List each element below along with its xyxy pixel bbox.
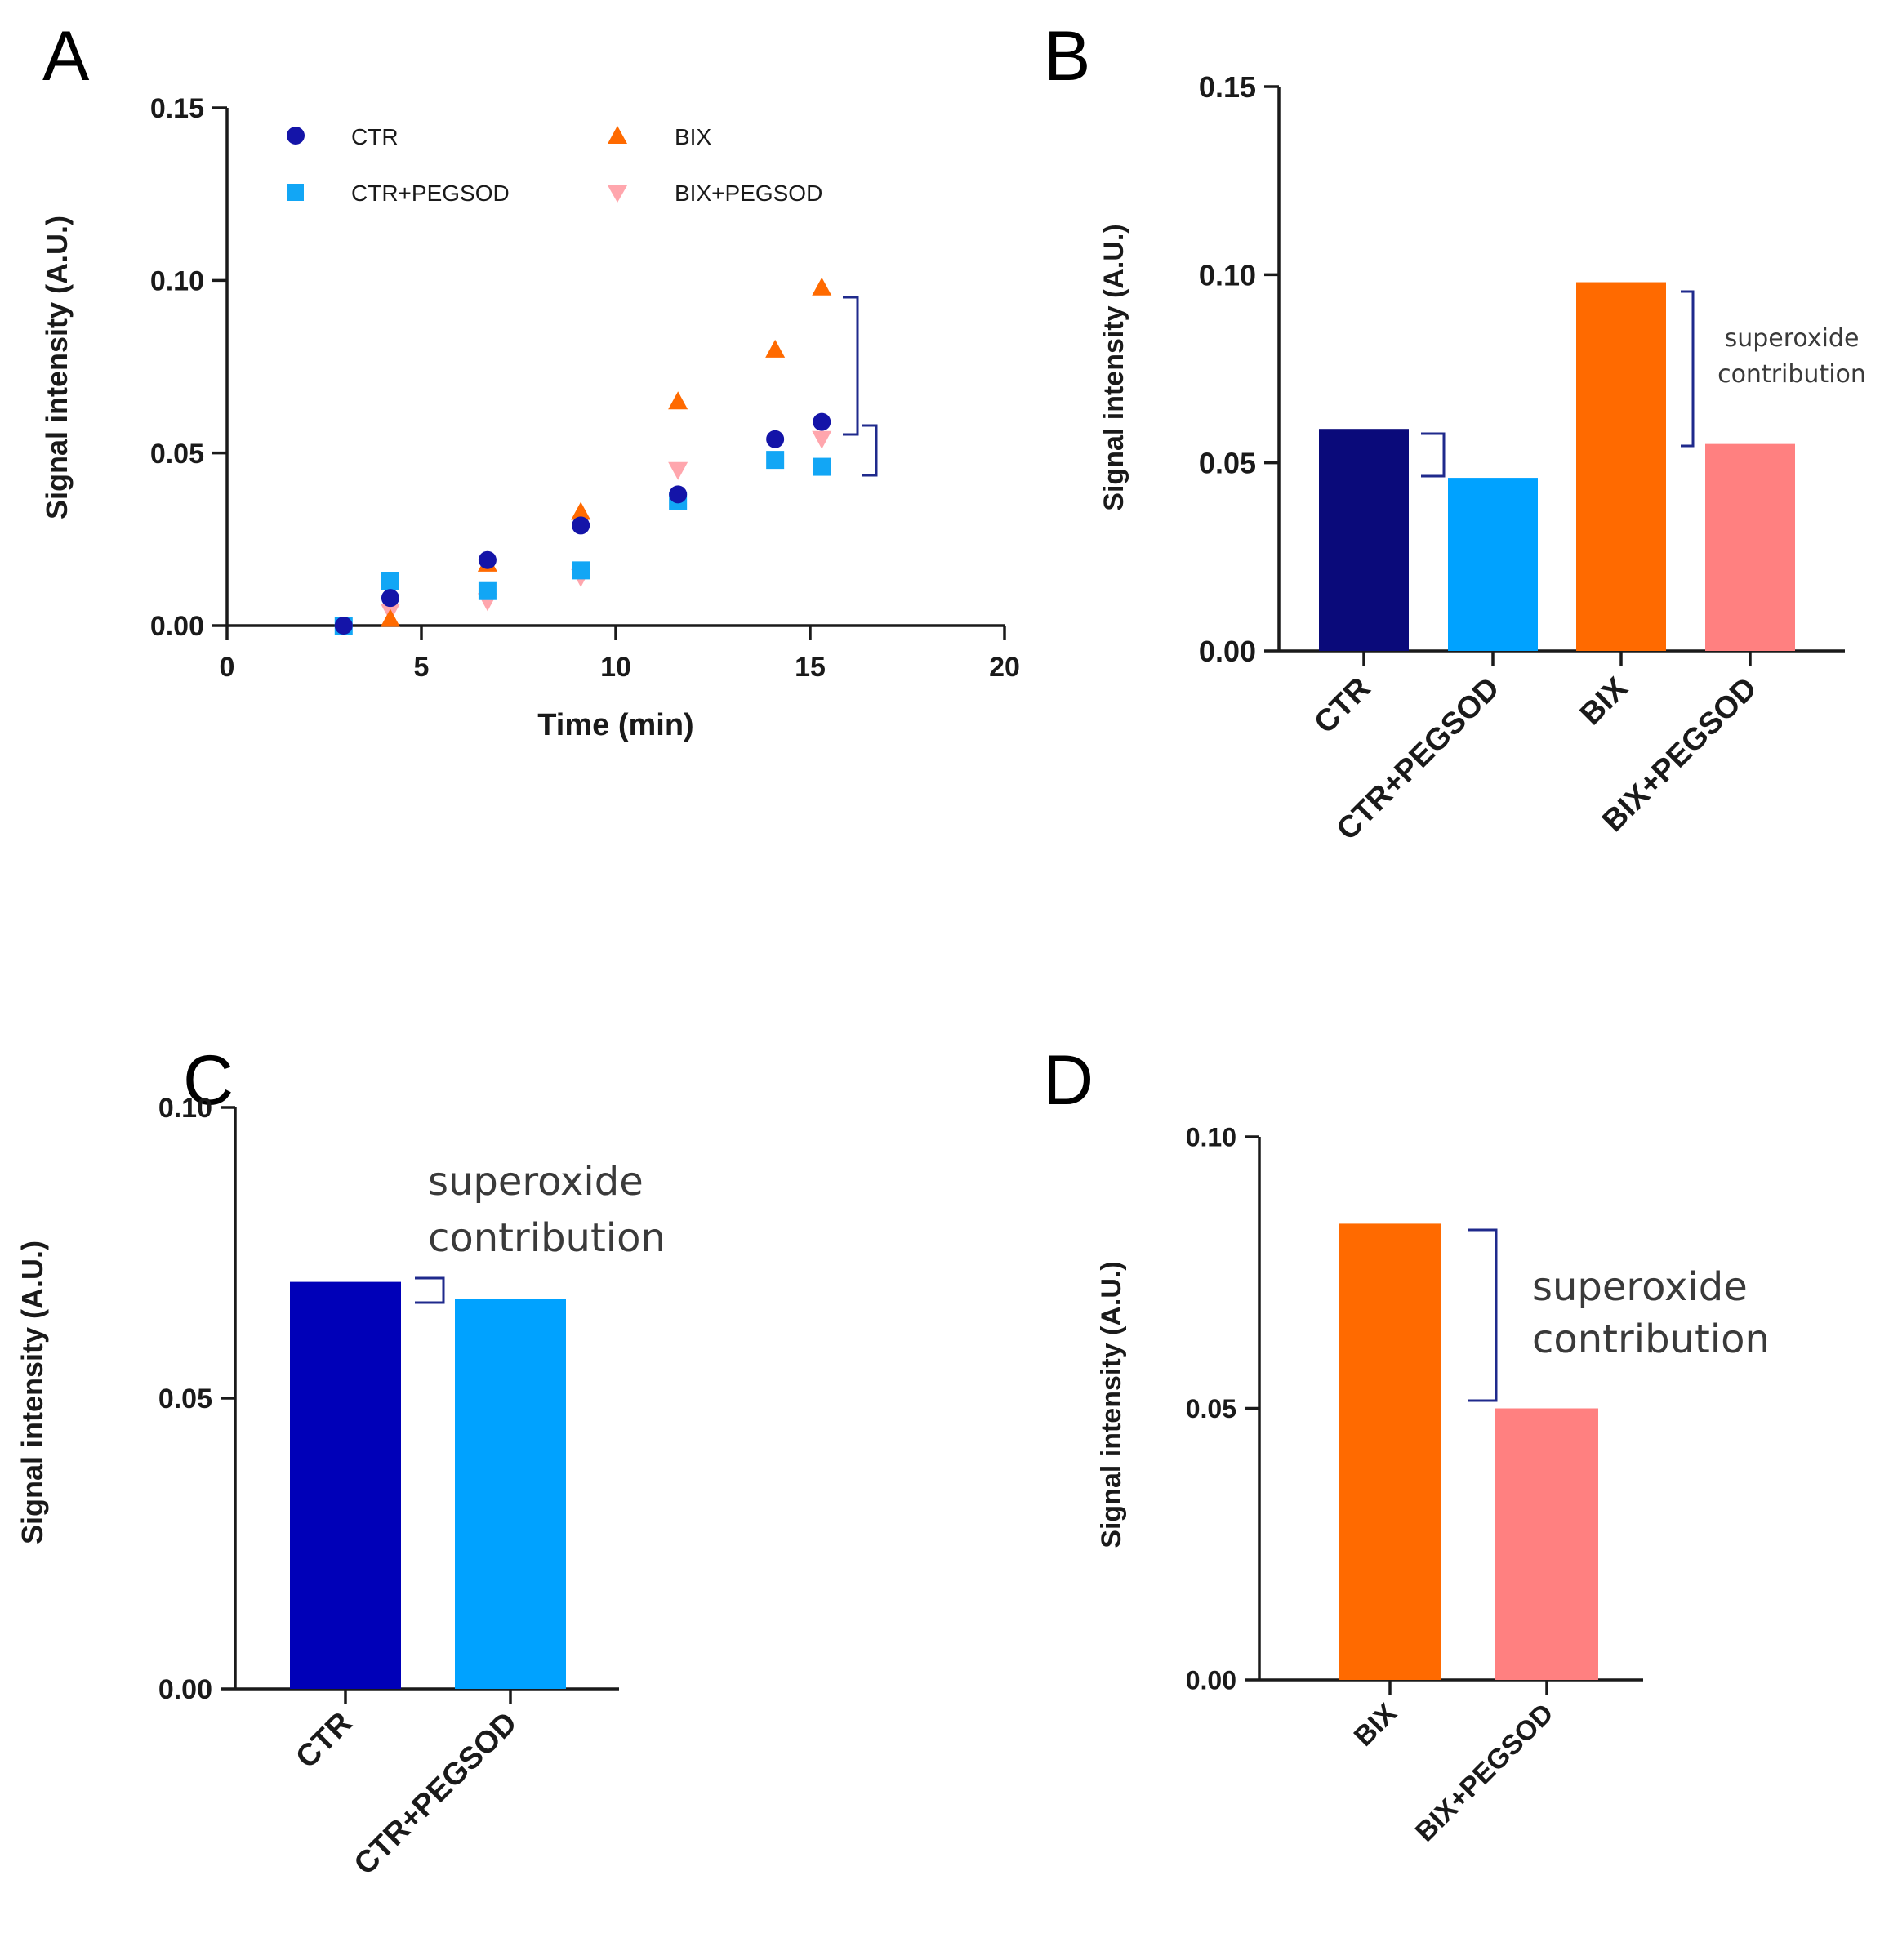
panel-a-xtick-label-2: 10 [600, 652, 631, 683]
panel-c-annotation-line2: contribution [428, 1215, 666, 1261]
panel-b-ytick-label-1: 0.05 [1199, 447, 1256, 480]
legend-bix-label: BIX [675, 124, 711, 149]
panel-a-xtick-label-1: 5 [414, 652, 430, 683]
legend-ctr-pegsod-marker [287, 184, 304, 201]
legend-ctr-label: CTR [351, 124, 399, 149]
panel-d-chart: 0.00 0.05 0.10 BIX BIX+PEGSOD Signal intens… [1096, 1123, 1770, 1848]
panel-a-point-bix-5 [812, 277, 832, 296]
panel-letter-a: A [42, 17, 90, 96]
panel-a-point-ctr-0 [334, 617, 353, 635]
panel-b-annotation-line1: superoxide [1725, 324, 1860, 353]
panel-c-category-label-1: CTR+PEGSOD [348, 1706, 524, 1882]
panel-b-ytick-label-0: 0.00 [1199, 635, 1256, 668]
panel-d-annotation-line1: superoxide [1532, 1264, 1748, 1310]
panel-b-ytick-label-3: 0.15 [1199, 70, 1256, 104]
panel-a-bracket-bix [843, 296, 859, 436]
panel-c-category-label-0: CTR [289, 1706, 359, 1775]
panel-a-ytick-label-3: 0.15 [150, 93, 204, 124]
panel-a-legend: CTR BIX CTR+PEGSOD BIX+PEGSOD [287, 124, 822, 206]
panel-a-xtick-label-0: 0 [220, 652, 235, 683]
legend-bix-marker [608, 126, 627, 144]
panel-letter-d: D [1043, 1041, 1094, 1120]
panel-b-bracket-bix [1681, 290, 1695, 448]
panel-c-bracket [415, 1276, 445, 1304]
panel-letter-b: B [1044, 17, 1090, 96]
panel-a-point-ctr-pegsod-1 [381, 572, 399, 590]
panel-b-y-title: Signal intensity (A.U.) [1098, 224, 1129, 510]
panel-c-ytick-label-1: 0.05 [158, 1383, 212, 1414]
panel-c-ytick-label-2: 0.10 [158, 1093, 212, 1124]
panel-a-point-ctr-3 [572, 516, 590, 535]
panel-a-point-ctr-1 [381, 589, 399, 608]
panel-a-ytick-label-1: 0.05 [150, 439, 204, 470]
panel-a-xtick-label-3: 15 [795, 652, 826, 683]
panel-a-point-ctr-5 [766, 430, 785, 448]
panel-b-bar-0 [1319, 429, 1409, 651]
panel-b-category-label-2: BIX [1574, 670, 1635, 732]
panel-b-annotation-line2: contribution [1717, 360, 1866, 389]
panel-c-bar-1 [455, 1298, 566, 1689]
panel-d-ytick-label-1: 0.05 [1186, 1394, 1236, 1423]
panel-c-ytick-label-0: 0.00 [158, 1674, 212, 1705]
panel-a-point-ctr-6 [813, 412, 831, 431]
panel-d-bar-1 [1495, 1408, 1598, 1680]
panel-b-bar-2 [1576, 282, 1666, 651]
panel-d-annotation-line2: contribution [1532, 1316, 1770, 1362]
panel-a-point-ctr-2 [478, 550, 497, 569]
panel-d-bracket [1468, 1228, 1498, 1402]
panel-c-y-title: Signal intensity (A.U.) [16, 1241, 49, 1544]
panel-a-point-ctr-pegsod-3 [572, 561, 590, 580]
panel-a-bracket-ctr [862, 424, 878, 477]
panel-c-annotation-line1: superoxide [428, 1159, 644, 1205]
panel-b-bracket-ctr [1421, 432, 1446, 478]
panel-a-point-ctr-pegsod-6 [813, 457, 831, 476]
panel-a-point-bix-4 [765, 339, 786, 358]
legend-bix-pegsod-marker [608, 185, 627, 203]
panel-b-bar-3 [1705, 443, 1795, 651]
panel-a-ytick-label-2: 0.10 [150, 266, 204, 297]
panel-a-point-bix-pegsod-3 [668, 461, 688, 480]
panel-a-point-ctr-pegsod-5 [766, 451, 785, 470]
panel-d-ytick-label-0: 0.00 [1186, 1666, 1236, 1695]
panel-a-point-bix-3 [668, 391, 688, 410]
legend-ctr-pegsod-label: CTR+PEGSOD [351, 180, 510, 206]
panel-a-point-bix-0 [380, 608, 400, 627]
panel-d-y-title: Signal intensity (A.U.) [1096, 1261, 1127, 1548]
panel-c-bar-0 [290, 1281, 401, 1689]
panel-a-point-bix-pegsod-4 [812, 430, 832, 449]
panel-a-point-ctr-pegsod-2 [478, 581, 497, 600]
panel-a-point-bix-2 [571, 501, 591, 520]
panel-a-xtick-label-4: 20 [989, 652, 1020, 683]
panel-d-bar-0 [1339, 1223, 1441, 1680]
panel-d-ytick-label-2: 0.10 [1186, 1123, 1236, 1152]
panel-a-point-ctr-4 [669, 485, 688, 504]
panel-b-ytick-label-2: 0.10 [1199, 258, 1256, 292]
panel-a-chart: 0.00 0.05 0.10 0.15 0 5 10 15 20 Time (min) Sig… [40, 93, 1020, 742]
panel-a-y-title: Signal intensity (A.U.) [40, 216, 74, 519]
panel-d-category-label-1: BIX+PEGSOD [1410, 1698, 1560, 1848]
panel-b-category-label-0: CTR [1308, 671, 1377, 741]
legend-bix-pegsod-label: BIX+PEGSOD [675, 180, 822, 206]
panel-b-bar-1 [1448, 478, 1538, 651]
panel-a-ytick-label-0: 0.00 [150, 611, 204, 642]
panel-d-category-label-0: BIX [1348, 1698, 1403, 1753]
panel-a-x-title: Time (min) [537, 708, 693, 742]
legend-ctr-marker [287, 127, 305, 145]
